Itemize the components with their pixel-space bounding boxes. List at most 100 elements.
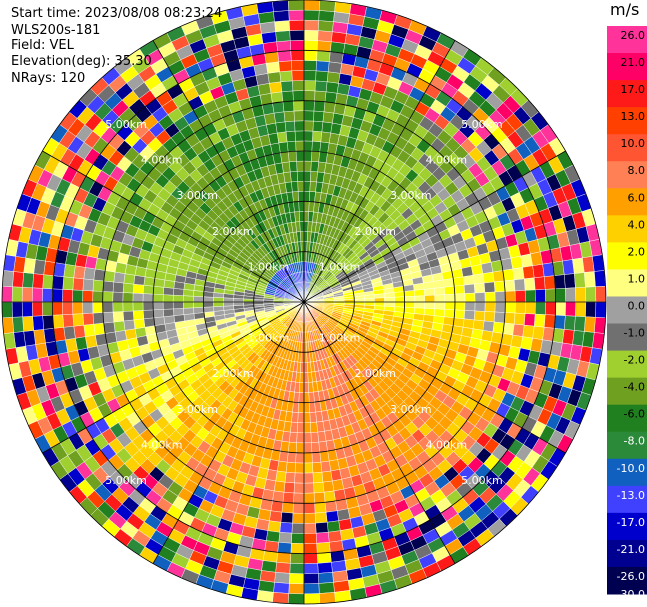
range-gate <box>22 316 34 332</box>
range-gate <box>321 121 333 134</box>
range-gate <box>289 431 298 443</box>
range-gate <box>310 171 318 183</box>
range-ring-label: 2.00km <box>212 225 254 238</box>
range-gate <box>594 317 606 334</box>
range-gate <box>11 286 23 303</box>
range-gate <box>163 287 175 296</box>
range-gate <box>562 259 575 275</box>
range-gate <box>113 271 126 284</box>
range-gate <box>303 60 317 71</box>
range-gate <box>142 293 154 303</box>
range-gate <box>504 301 516 314</box>
range-gate <box>373 293 385 299</box>
range-gate <box>474 301 486 312</box>
range-gate <box>52 314 64 329</box>
range-gate <box>314 512 328 524</box>
range-gate <box>270 500 284 513</box>
range-gate <box>152 285 165 295</box>
range-gate <box>309 411 317 423</box>
range-gate <box>279 522 293 534</box>
range-gate <box>152 309 165 319</box>
range-gate <box>452 276 465 287</box>
range-gate <box>464 301 476 312</box>
range-gate <box>383 292 395 298</box>
range-gate <box>132 301 144 312</box>
range-gate <box>473 310 486 322</box>
range-ring-label: 3.00km <box>176 189 218 202</box>
range-gate <box>502 268 515 282</box>
range-gate <box>310 161 319 173</box>
range-gate <box>482 271 495 284</box>
range-gate <box>92 312 104 325</box>
range-gate <box>314 90 327 102</box>
range-gate <box>303 150 313 162</box>
range-gate <box>319 0 336 12</box>
range-gate <box>273 582 290 594</box>
range-gate <box>284 471 296 484</box>
range-gate <box>303 573 319 585</box>
range-gate <box>281 502 294 514</box>
colorbar-unit-label: m/s <box>610 0 640 19</box>
range-gate <box>564 315 576 331</box>
range-gate <box>303 50 318 61</box>
range-gate <box>303 492 315 504</box>
range-gate <box>303 120 314 132</box>
range-gate <box>102 280 114 293</box>
range-gate <box>423 288 435 296</box>
range-gate <box>21 301 33 317</box>
colorbar-tick-label: -26.0 <box>617 570 645 583</box>
range-gate <box>316 542 331 554</box>
range-gate <box>514 290 526 303</box>
range-gate <box>454 301 466 311</box>
range-gate <box>326 71 341 84</box>
range-gate <box>233 301 244 306</box>
range-gate <box>312 461 323 474</box>
range-gate <box>393 291 405 298</box>
range-gate <box>2 270 14 287</box>
range-gate <box>327 530 343 543</box>
range-gate <box>314 502 327 514</box>
range-gate <box>92 279 104 292</box>
range-gate <box>288 583 305 595</box>
colorbar-tick-label: -8.0 <box>624 435 645 448</box>
range-gate <box>308 391 315 403</box>
range-gate <box>282 492 295 504</box>
range-gate <box>585 286 597 303</box>
range-ring-label: 2.00km <box>212 367 254 380</box>
range-gate <box>524 313 536 327</box>
range-gate <box>102 311 114 324</box>
range-gate <box>312 130 323 143</box>
range-gate <box>303 402 311 413</box>
range-gate <box>454 293 466 303</box>
range-gate <box>473 282 486 294</box>
range-gate <box>112 301 124 313</box>
range-gate <box>299 211 305 222</box>
range-gate <box>322 111 335 124</box>
range-gate <box>286 140 297 153</box>
range-gate <box>173 288 185 296</box>
range-gate <box>303 512 316 524</box>
range-gate <box>292 512 305 524</box>
range-gate <box>303 533 317 544</box>
range-gate <box>471 264 484 276</box>
range-gate <box>313 492 326 504</box>
range-gate <box>265 530 281 543</box>
range-gate <box>316 552 332 564</box>
range-gate <box>243 301 254 306</box>
range-gate <box>327 61 343 74</box>
range-gate <box>297 412 305 424</box>
range-gate <box>311 140 322 153</box>
range-gate <box>213 306 225 312</box>
range-gate <box>313 110 325 123</box>
range-gate <box>354 298 365 303</box>
range-ring-label: 5.00km <box>105 118 147 131</box>
range-gate <box>52 288 63 303</box>
range-gate <box>565 301 577 317</box>
range-gate <box>282 100 295 112</box>
range-gate <box>303 462 314 474</box>
range-gate <box>193 301 204 309</box>
range-gate <box>122 282 135 294</box>
range-gate <box>293 482 305 494</box>
range-gate <box>122 301 134 312</box>
range-gate <box>294 211 300 223</box>
